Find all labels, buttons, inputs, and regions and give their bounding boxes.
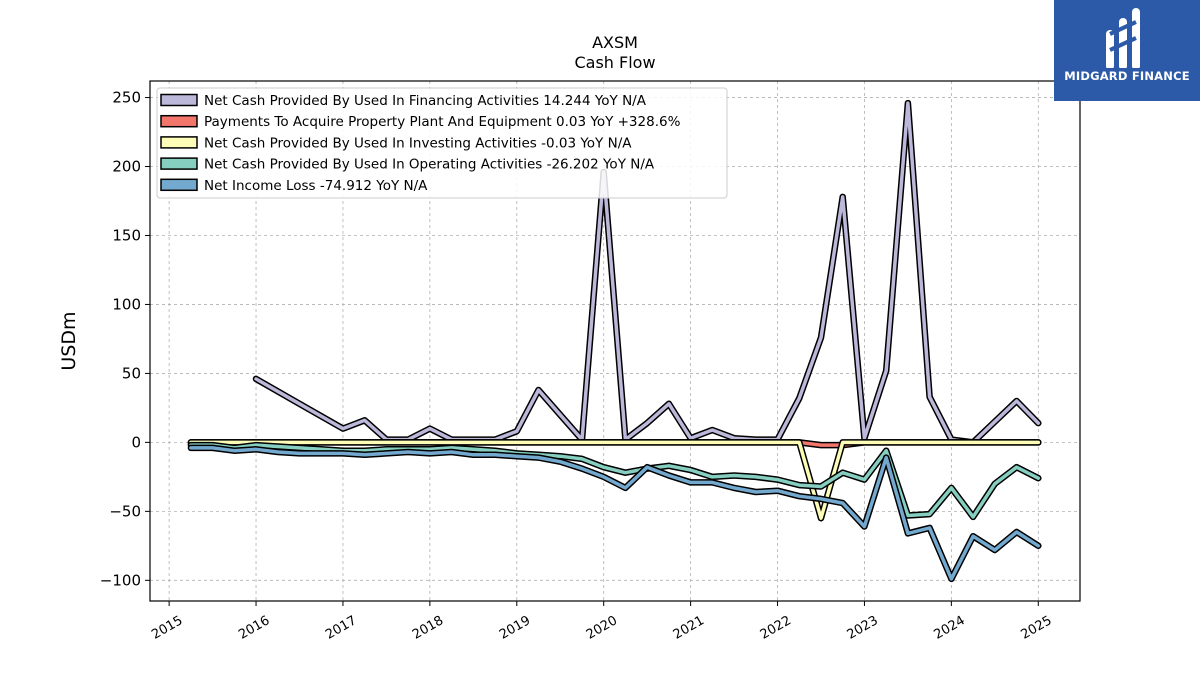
legend: Net Cash Provided By Used In Financing A… — [156, 87, 728, 199]
series-line — [254, 101, 1041, 445]
series-line — [189, 440, 1041, 520]
y-tick-label: −100 — [100, 571, 141, 589]
legend-swatch — [160, 93, 198, 107]
y-axis-label: USDm — [58, 311, 80, 370]
plot-frame — [149, 80, 1081, 602]
series-3 — [187, 441, 1042, 521]
series-lines — [187, 99, 1042, 583]
series-4 — [187, 444, 1042, 583]
y-tick-label: 200 — [112, 158, 141, 176]
y-tick-label: 0 — [131, 433, 141, 451]
series-line — [189, 443, 1041, 519]
series-line — [189, 446, 1041, 581]
series-2 — [187, 439, 1042, 522]
legend-swatch — [160, 178, 198, 192]
y-tick-label: 50 — [122, 364, 141, 382]
y-tick-label: −50 — [109, 502, 141, 520]
y-axis-ticks: 250 200 150 100 50 0 −50 −100 — [100, 89, 150, 589]
legend-entry: Net Cash Provided By Used In Investing A… — [204, 135, 632, 151]
y-tick-label: 250 — [112, 89, 141, 107]
legend-entry: Net Cash Provided By Used In Operating A… — [204, 157, 655, 173]
y-tick-label: 150 — [112, 226, 141, 244]
logo-brand-text: MIDGARD FINANCE — [1064, 69, 1190, 83]
midgard-finance-logo: MIDGARD FINANCE — [1054, 0, 1200, 101]
series-0 — [252, 99, 1042, 446]
legend-swatch — [160, 157, 198, 170]
legend-entry: Payments To Acquire Property Plant And E… — [204, 114, 681, 130]
legend-entry: Net Income Loss -74.912 YoY N/A — [204, 178, 428, 194]
chart-title: AXSM — [592, 33, 638, 52]
legend-box — [156, 87, 728, 199]
stylized-m-bars-icon — [1106, 8, 1140, 70]
legend-swatch — [160, 114, 198, 128]
y-tick-label: 100 — [112, 295, 141, 313]
chart-subtitle: Cash Flow — [574, 53, 655, 72]
legend-entry: Net Cash Provided By Used In Financing A… — [204, 93, 647, 109]
legend-swatch — [160, 136, 198, 149]
